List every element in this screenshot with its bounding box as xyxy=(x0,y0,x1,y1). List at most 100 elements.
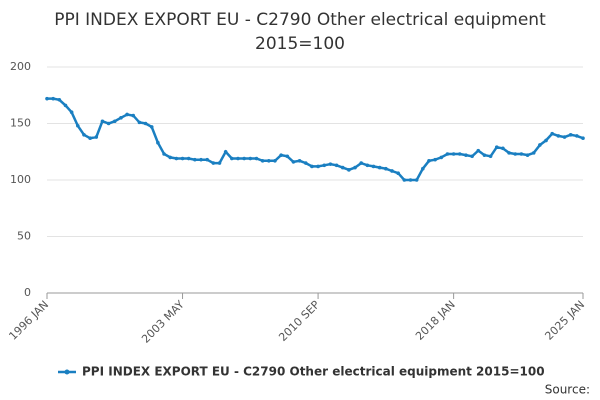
point xyxy=(316,164,320,169)
point xyxy=(260,158,265,163)
point xyxy=(513,152,518,156)
point xyxy=(433,157,437,162)
point xyxy=(162,152,166,156)
point xyxy=(353,165,357,170)
point xyxy=(439,155,444,160)
point xyxy=(501,146,505,151)
point xyxy=(365,163,370,168)
point xyxy=(168,155,173,160)
point xyxy=(482,153,487,157)
point xyxy=(211,161,216,165)
chart-title: PPI INDEX EXPORT EU - C2790 Other electr… xyxy=(54,10,546,30)
point xyxy=(310,164,314,169)
point xyxy=(556,134,561,138)
point xyxy=(143,121,148,126)
point xyxy=(291,160,296,164)
point xyxy=(51,96,55,101)
point xyxy=(451,152,456,156)
y-tick-label: 150 xyxy=(10,117,31,130)
point xyxy=(242,156,246,161)
point xyxy=(273,158,277,163)
point xyxy=(334,163,339,168)
point xyxy=(525,153,530,157)
point xyxy=(371,164,376,169)
point xyxy=(408,178,413,182)
point xyxy=(445,152,450,156)
x-tick-label: 2003 MAY xyxy=(139,298,187,346)
point xyxy=(266,158,271,163)
point xyxy=(186,156,191,161)
point xyxy=(125,112,129,117)
point xyxy=(396,171,400,176)
point xyxy=(94,135,99,139)
point xyxy=(100,119,105,124)
point xyxy=(575,134,579,138)
point xyxy=(217,161,222,165)
point xyxy=(562,135,567,139)
point xyxy=(470,154,474,159)
point xyxy=(174,156,179,161)
legend-label: PPI INDEX EXPORT EU - C2790 Other electr… xyxy=(82,365,545,379)
point xyxy=(223,149,228,154)
point xyxy=(531,151,536,155)
point xyxy=(76,123,80,128)
point xyxy=(180,156,185,161)
point xyxy=(205,157,209,162)
point xyxy=(340,165,345,170)
point xyxy=(279,153,283,157)
point xyxy=(45,96,49,101)
point xyxy=(137,120,142,125)
point xyxy=(427,158,431,163)
source: Source: xyxy=(545,383,590,397)
point xyxy=(402,178,407,182)
x-tick-label: 2018 JAN xyxy=(413,298,458,343)
point xyxy=(494,145,499,150)
point xyxy=(519,152,524,156)
point xyxy=(112,119,117,124)
y-tick-label: 200 xyxy=(10,60,31,73)
point xyxy=(119,116,123,120)
point xyxy=(303,161,308,165)
point xyxy=(550,131,554,136)
x-tick-label: 2025 JAN xyxy=(542,298,587,343)
point xyxy=(131,113,136,118)
point xyxy=(581,136,585,140)
point xyxy=(88,136,92,140)
legend-marker xyxy=(64,369,70,375)
point xyxy=(568,133,573,137)
x-tick-label: 1996 JAN xyxy=(6,298,51,343)
point xyxy=(236,156,240,161)
point xyxy=(106,121,111,126)
point xyxy=(347,168,351,172)
point xyxy=(57,97,62,102)
y-tick-label: 0 xyxy=(24,286,31,299)
point xyxy=(457,152,462,156)
point xyxy=(488,154,493,159)
point xyxy=(63,103,68,108)
x-tick-label: 2010 SEP xyxy=(276,298,322,344)
point xyxy=(82,133,86,137)
y-tick-label: 100 xyxy=(10,173,31,186)
point xyxy=(507,151,511,155)
point xyxy=(476,148,481,153)
series-line xyxy=(47,97,584,182)
point xyxy=(384,166,388,171)
point xyxy=(193,157,197,162)
point xyxy=(254,156,259,161)
point xyxy=(377,165,382,170)
point xyxy=(544,138,548,143)
point xyxy=(69,110,74,114)
point xyxy=(414,178,419,182)
point xyxy=(322,163,327,168)
point xyxy=(538,143,542,147)
point xyxy=(328,162,333,166)
point xyxy=(230,156,234,161)
point xyxy=(464,153,468,157)
point xyxy=(248,156,253,161)
point xyxy=(149,125,154,129)
point xyxy=(297,158,302,163)
point xyxy=(421,166,425,171)
point xyxy=(156,140,160,145)
y-tick-label: 50 xyxy=(17,230,31,243)
